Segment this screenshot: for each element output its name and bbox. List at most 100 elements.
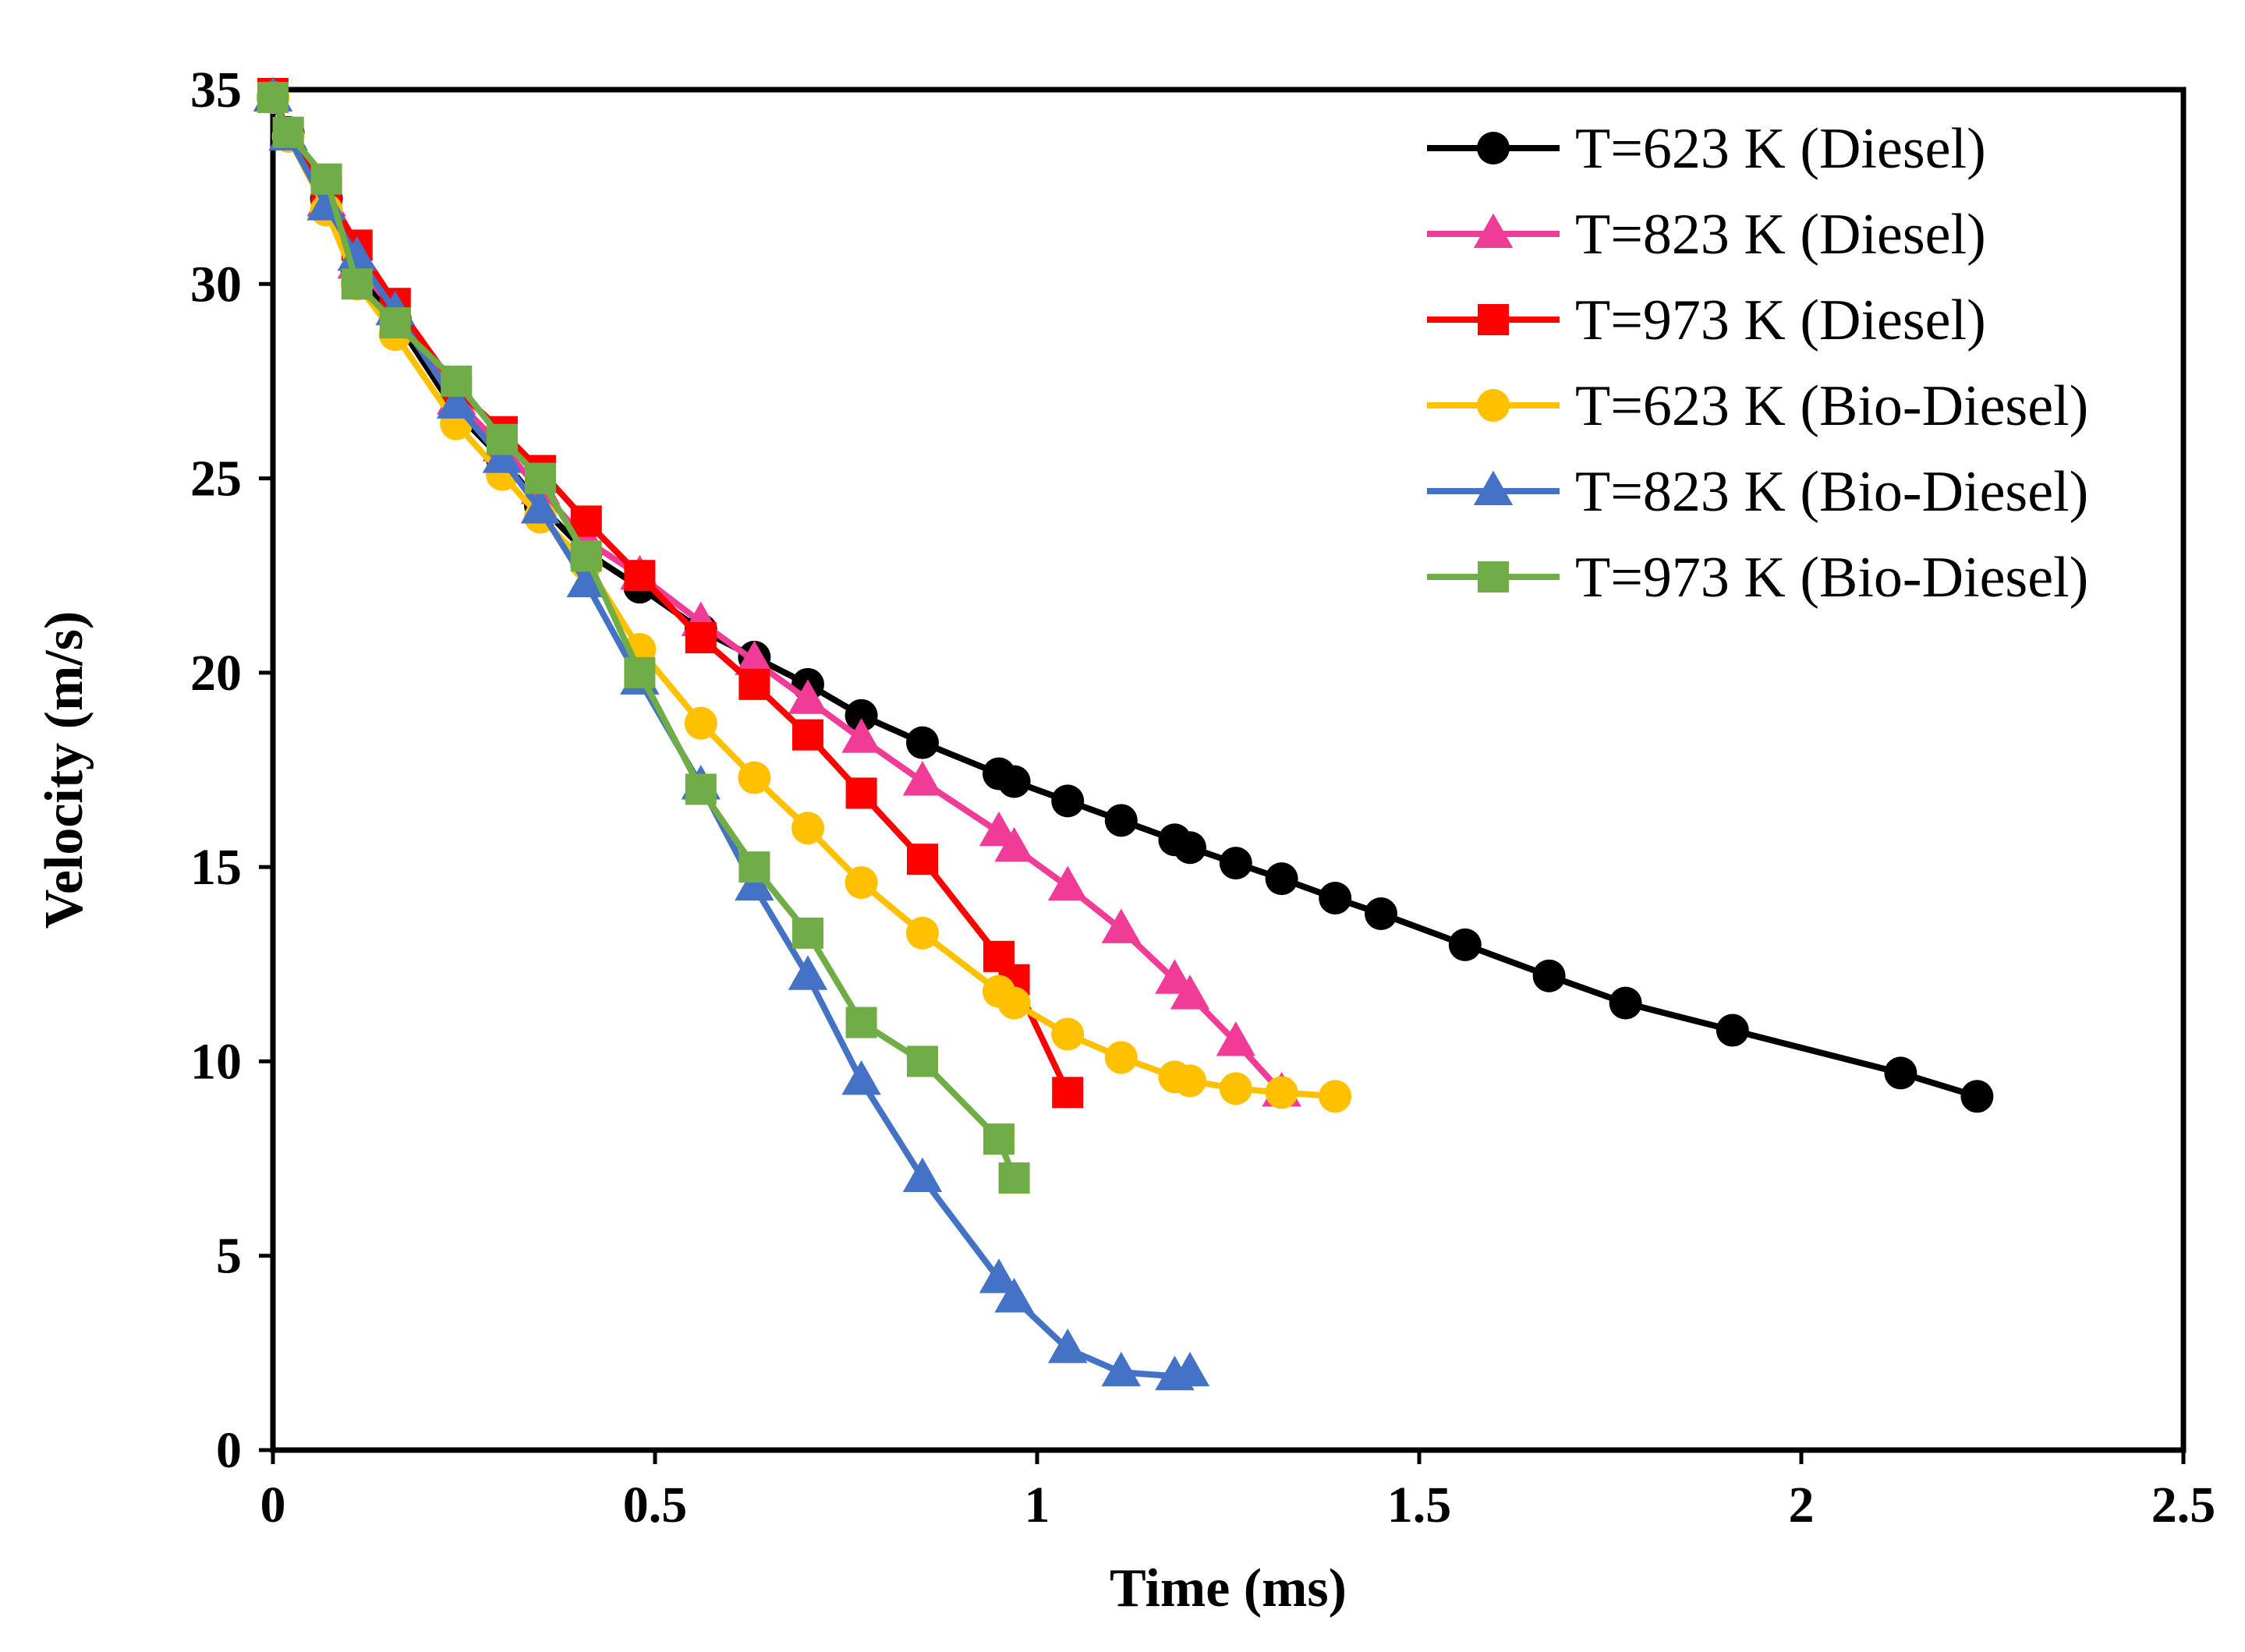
data-point xyxy=(997,765,1031,798)
data-point xyxy=(998,1162,1030,1194)
data-point xyxy=(272,116,304,148)
data-point xyxy=(437,384,476,419)
data-point xyxy=(1319,1080,1352,1113)
data-point xyxy=(983,1123,1014,1155)
legend-marker xyxy=(1477,132,1510,164)
data-point xyxy=(735,865,774,901)
legend-entry: T=973 K (Diesel) xyxy=(1427,288,1986,352)
data-point xyxy=(310,163,342,195)
data-point xyxy=(979,1258,1019,1293)
data-point xyxy=(1219,1072,1252,1105)
legend-entry: T=623 K (Diesel) xyxy=(1427,117,1986,181)
data-point xyxy=(738,851,770,883)
data-point xyxy=(1051,784,1085,818)
data-point xyxy=(379,307,411,339)
x-tick-label: 0 xyxy=(260,1477,286,1533)
data-point xyxy=(1174,831,1206,865)
data-point xyxy=(902,761,943,796)
data-point xyxy=(792,719,823,751)
data-point xyxy=(1170,975,1210,1010)
series-6 xyxy=(257,81,1030,1194)
data-point xyxy=(1052,1077,1084,1109)
data-point xyxy=(1051,1017,1085,1051)
x-tick-label: 0.5 xyxy=(623,1477,688,1533)
data-point xyxy=(994,1278,1034,1313)
data-point xyxy=(525,462,556,494)
data-point xyxy=(1216,1021,1255,1056)
data-point xyxy=(906,726,939,759)
data-point xyxy=(1609,986,1642,1020)
legend-entry: T=823 K (Diesel) xyxy=(1427,203,1986,267)
x-tick-label: 2.5 xyxy=(2151,1477,2216,1533)
data-point xyxy=(341,268,373,300)
y-tick-label: 5 xyxy=(216,1228,242,1285)
plot-area xyxy=(270,87,2187,1453)
data-point xyxy=(1884,1056,1917,1090)
data-point xyxy=(907,1045,938,1077)
data-point xyxy=(994,826,1034,862)
y-tick-label: 25 xyxy=(190,451,242,508)
data-point xyxy=(738,668,770,700)
y-tick-label: 35 xyxy=(190,62,242,119)
data-point xyxy=(791,812,824,845)
data-point xyxy=(337,235,377,271)
data-point xyxy=(906,916,939,950)
legend-marker xyxy=(1477,389,1510,422)
x-tick-label: 1 xyxy=(1025,1477,1050,1533)
data-point xyxy=(841,1059,881,1095)
data-point xyxy=(1448,928,1482,961)
data-point xyxy=(570,505,602,537)
data-point xyxy=(841,718,881,753)
data-point xyxy=(1219,847,1252,880)
y-tick-label: 0 xyxy=(216,1422,242,1479)
data-point xyxy=(1101,1351,1141,1387)
data-point xyxy=(1101,908,1141,943)
legend-marker xyxy=(1473,213,1514,248)
axes: 0 0.5 1 1.5 2 2.5 0 5 10 15 20 25 30 35 xyxy=(190,62,2215,1533)
legend-label: T=823 K (Bio-Diesel) xyxy=(1575,460,2088,524)
y-tick-label: 30 xyxy=(190,256,242,313)
data-point xyxy=(1104,1041,1138,1074)
data-point xyxy=(1104,804,1138,837)
data-point xyxy=(520,489,561,524)
data-point xyxy=(1170,1351,1210,1387)
y-axis-title: Velocity (m/s) xyxy=(34,611,94,929)
data-point xyxy=(1319,882,1352,915)
data-point xyxy=(1174,1064,1206,1098)
data-point xyxy=(1716,1013,1749,1047)
data-point xyxy=(792,917,823,949)
series-layer xyxy=(253,76,1994,1391)
legend-marker xyxy=(1473,470,1514,505)
data-point xyxy=(1265,862,1298,896)
legend-label: T=623 K (Bio-Diesel) xyxy=(1575,374,2088,438)
data-point xyxy=(1532,959,1566,992)
data-point xyxy=(566,562,606,598)
data-point xyxy=(257,81,289,113)
data-point xyxy=(487,423,518,455)
data-point xyxy=(1365,897,1397,930)
data-point xyxy=(684,706,717,740)
y-tick-label: 10 xyxy=(190,1033,242,1090)
legend: T=623 K (Diesel) T=823 K (Diesel) T=973 K … xyxy=(1427,117,2088,610)
data-point xyxy=(685,773,717,805)
legend-marker xyxy=(1478,304,1509,335)
y-tick-label: 20 xyxy=(190,645,242,702)
data-point xyxy=(738,761,771,794)
legend-entry: T=823 K (Bio-Diesel) xyxy=(1427,460,2088,524)
y-tick-label: 15 xyxy=(190,839,242,896)
data-point xyxy=(735,640,774,675)
data-point xyxy=(1048,1328,1088,1364)
data-point xyxy=(902,1157,943,1192)
data-point xyxy=(845,1006,877,1038)
data-point xyxy=(788,955,828,990)
data-point xyxy=(570,540,602,572)
data-point xyxy=(997,986,1031,1020)
data-point xyxy=(624,560,656,592)
data-point xyxy=(482,438,522,473)
data-point xyxy=(907,844,938,876)
x-tick-label: 1.5 xyxy=(1387,1477,1452,1533)
legend-label: T=973 K (Diesel) xyxy=(1575,288,1986,352)
legend-entry: T=623 K (Bio-Diesel) xyxy=(1427,374,2088,438)
